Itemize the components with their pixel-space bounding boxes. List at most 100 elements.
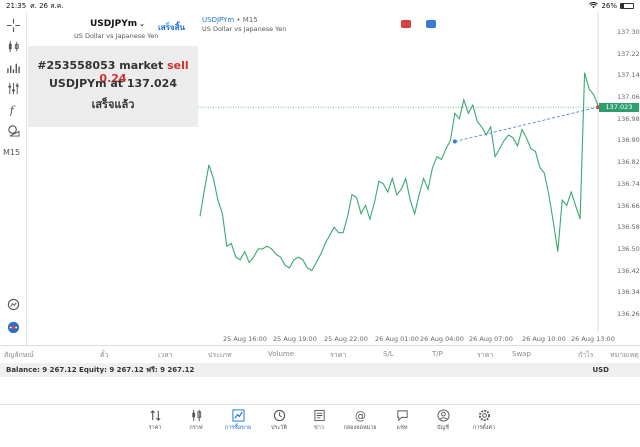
nav-label: ราคา — [148, 425, 162, 431]
table-header-cell[interactable]: Volume — [268, 350, 295, 358]
objects-icon[interactable] — [4, 121, 23, 140]
table-header-cell[interactable]: ตั๋ว — [100, 351, 109, 359]
trade-chart-icon — [231, 409, 245, 422]
y-tick-label: 137.060 — [617, 93, 640, 102]
arrows-updown-icon — [149, 410, 161, 421]
y-tick-label: 137.220 — [617, 49, 640, 58]
chevron-down-icon: ⌄ — [139, 20, 145, 28]
nav-label: ประวัติ — [270, 425, 288, 431]
x-tick-label: 26 Aug 10:00 — [522, 335, 566, 343]
zoom-icon[interactable] — [4, 295, 23, 314]
settings-sliders-icon[interactable] — [4, 79, 23, 98]
trade-toggle-icon[interactable] — [4, 318, 23, 337]
x-tick-label: 26 Aug 07:00 — [469, 335, 513, 343]
crosshair-icon[interactable] — [4, 16, 23, 35]
chart-canvas[interactable] — [198, 12, 640, 345]
function-icon[interactable]: f — [4, 100, 23, 119]
account-icon — [436, 409, 450, 422]
candlestick-icon — [191, 409, 201, 422]
result-order-prefix: #253558053 market — [37, 59, 164, 72]
nav-label: การตั้งค่า — [472, 425, 496, 431]
price-chart[interactable]: USDJPYm • M15 US Dollar vs Japanese Yen … — [198, 12, 640, 345]
table-header-cell[interactable]: Swap — [512, 350, 531, 358]
nav-item[interactable]: กราฟ — [176, 409, 216, 432]
nav-label: กล่องจดหมาย — [343, 425, 377, 431]
price-series-line — [199, 72, 599, 272]
x-tick-label: 25 Aug 19:00 — [273, 335, 317, 343]
table-header-cell[interactable]: หมายเหตุ — [610, 351, 639, 359]
nav-label: บัญชี — [437, 425, 449, 431]
trade-link-line — [454, 106, 599, 142]
y-tick-label: 136.340 — [617, 288, 640, 297]
candlestick-type-icon[interactable] — [4, 37, 23, 56]
nav-item[interactable]: ประวัติ — [259, 409, 299, 432]
nav-item[interactable]: ราคา — [135, 409, 175, 432]
table-header-cell[interactable]: สัญลักษณ์ — [4, 351, 34, 359]
sell-badge-icon[interactable] — [401, 20, 411, 28]
y-tick-label: 136.820 — [617, 158, 640, 167]
y-tick-label: 136.420 — [617, 266, 640, 275]
status-date: ศ. 26 ส.ค. — [30, 1, 64, 10]
chart-title: USDJPYm • M15 — [202, 16, 258, 24]
battery-icon — [620, 3, 634, 9]
nav-item[interactable]: บัญชี — [423, 409, 463, 432]
table-header-cell[interactable]: ประเภท — [208, 351, 232, 359]
status-time: 21:35 — [6, 2, 27, 10]
status-bar: 21:35 ศ. 26 ส.ค. 26% — [0, 0, 640, 12]
table-header-cell[interactable]: เวลา — [158, 351, 173, 359]
balance-currency: USD — [592, 366, 609, 374]
bottom-nav: ราคา กราฟ การซื้อขาย ประวัติ ข่าว @ กล่องจดหมา… — [0, 404, 640, 447]
battery-percent: 26% — [601, 2, 617, 10]
nav-label: ข่าว — [314, 425, 324, 431]
mailbox-icon: @ — [354, 410, 365, 422]
nav-item[interactable]: @ กล่องจดหมาย — [340, 409, 380, 432]
indicators-icon[interactable] — [4, 58, 23, 77]
nav-item[interactable]: แชท — [382, 409, 422, 432]
result-order-line: #253558053 market sell 0.24 — [28, 59, 198, 85]
x-tick-label: 26 Aug 13:00 — [571, 335, 615, 343]
news-icon — [313, 409, 325, 422]
symbol-description: US Dollar vs Japanese Yen — [74, 32, 159, 40]
x-tick-label: 26 Aug 01:00 — [375, 335, 419, 343]
table-header-cell[interactable]: ราคา — [330, 351, 347, 359]
y-tick-label: 137.140 — [617, 71, 640, 80]
current-price-tag: 137.023 — [599, 103, 639, 113]
x-tick-label: 25 Aug 22:00 — [324, 335, 368, 343]
buy-badge-icon[interactable] — [426, 20, 436, 28]
x-tick-label: 25 Aug 16:00 — [223, 335, 267, 343]
nav-item[interactable]: ข่าว — [299, 409, 339, 432]
chart-toolbar: f M15 — [0, 12, 27, 345]
balance-text: Balance: 9 267.12 Equity: 9 267.12 ฟรี: … — [6, 365, 195, 374]
balance-row: Balance: 9 267.12 Equity: 9 267.12 ฟรี: … — [0, 363, 640, 377]
nav-item[interactable]: การตั้งค่า — [464, 409, 504, 432]
table-header-cell[interactable]: ราคา — [477, 351, 494, 359]
settings-icon — [478, 409, 490, 422]
table-header-cell[interactable]: S/L — [383, 350, 394, 358]
y-tick-label: 136.260 — [617, 310, 640, 318]
trade-entry-marker — [452, 139, 457, 144]
y-tick-label: 136.580 — [617, 223, 640, 232]
y-tick-label: 136.900 — [617, 136, 640, 145]
y-tick-label: 136.660 — [617, 201, 640, 210]
nav-item[interactable]: การซื้อขาย — [218, 409, 258, 432]
svg-text:f: f — [9, 104, 16, 116]
x-tick-label: 26 Aug 04:00 — [420, 335, 464, 343]
table-header-cell[interactable]: T/P — [432, 350, 443, 358]
table-header-cell[interactable]: กำไร — [578, 351, 594, 359]
symbol-name: USDJPYm — [90, 19, 138, 29]
history-icon — [273, 409, 285, 422]
chart-timeframe: • M15 — [236, 16, 258, 24]
chat-icon — [396, 410, 408, 422]
chart-subtitle: US Dollar vs Japanese Yen — [202, 25, 287, 33]
result-sell-action: sell 0.24 — [99, 59, 189, 85]
trade-panel: USDJPYm ⌄ US Dollar vs Japanese Yen เสร็จ… — [28, 12, 198, 127]
trade-table-header: สัญลักษณ์ ตั๋ว เวลา ประเภท Volume ราคา S/L T/P ร… — [0, 345, 640, 363]
trade-result: #253558053 market sell 0.24 USDJPYm at 1… — [28, 46, 198, 127]
timeframe-label[interactable]: M15 — [3, 148, 21, 157]
done-button[interactable]: เสร็จสิ้น — [158, 23, 185, 32]
svg-text:@: @ — [354, 410, 365, 422]
trade-panel-header: USDJPYm ⌄ US Dollar vs Japanese Yen เสร็จ… — [28, 16, 198, 46]
symbol-selector[interactable]: USDJPYm ⌄ — [90, 19, 145, 29]
result-status-line: เสร็จแล้ว — [91, 98, 135, 111]
